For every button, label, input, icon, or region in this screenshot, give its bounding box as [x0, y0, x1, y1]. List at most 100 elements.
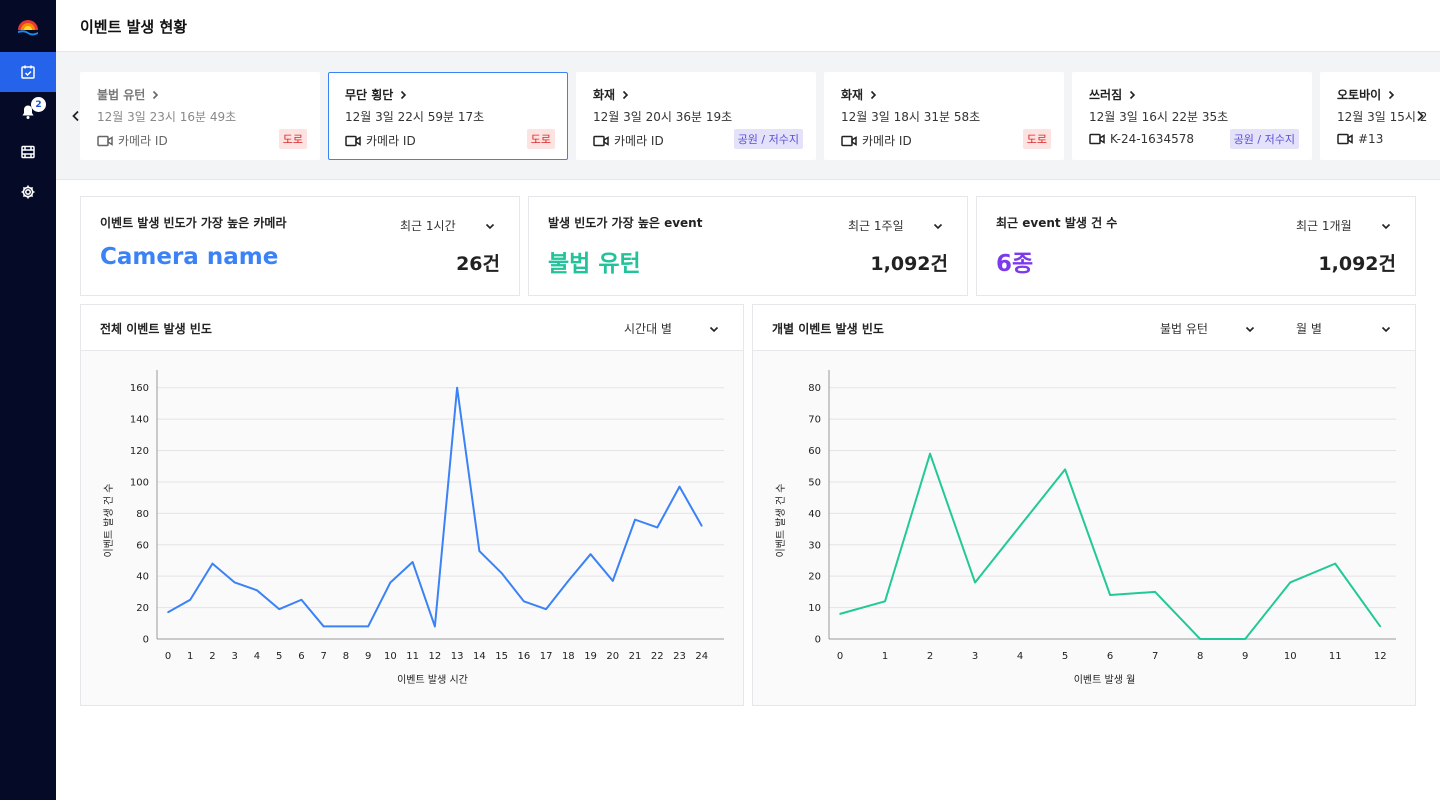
stat-highlight-value: 6종: [996, 251, 1034, 277]
time-range-dropdown[interactable]: 시간대 별: [624, 320, 720, 337]
chevron-left-icon[interactable]: [68, 108, 84, 124]
event-time: 12월 3일 16시 22분 35초: [1089, 110, 1229, 124]
event-type-label: 무단 횡단: [345, 88, 394, 102]
x-tick-label: 15: [495, 651, 508, 662]
location-tag: 도로: [526, 129, 555, 149]
event-card[interactable]: 화재 12월 3일 18시 31분 58초 카메라 ID 도로: [824, 72, 1064, 160]
chevron-right-icon[interactable]: [1412, 108, 1428, 124]
period-dropdown[interactable]: 월 별: [1296, 320, 1392, 337]
data-point: [233, 581, 236, 584]
x-tick-label: 18: [562, 651, 575, 662]
location-tag: 도로: [1022, 129, 1051, 149]
x-tick-label: 0: [837, 651, 843, 662]
x-tick-label: 1: [187, 651, 193, 662]
camera-id: 카메라 ID: [862, 134, 912, 148]
period-dropdown[interactable]: 최근 1시간: [400, 217, 496, 234]
stat-title: 최근 event 발생 건 수: [996, 216, 1118, 230]
data-point: [523, 600, 525, 603]
x-tick-label: 5: [276, 651, 282, 662]
chevron-down-icon: [485, 223, 495, 229]
x-tick-label: 6: [1107, 651, 1113, 662]
x-tick-label: 5: [1062, 651, 1068, 662]
y-tick-label: 0: [815, 635, 821, 646]
event-time: 12월 3일 23시 16분 49초: [97, 110, 237, 124]
y-tick-label: 100: [130, 477, 149, 488]
x-tick-label: 2: [209, 651, 215, 662]
x-tick-label: 17: [540, 651, 553, 662]
event-type-dropdown[interactable]: 불법 유턴: [1160, 320, 1256, 337]
nav-video-button[interactable]: [0, 132, 56, 172]
event-type[interactable]: 쓰러짐: [1089, 86, 1138, 103]
x-tick-label: 9: [1242, 651, 1248, 662]
x-tick-label: 20: [606, 651, 619, 662]
chevron-down-icon: [1381, 223, 1391, 229]
data-point: [929, 452, 931, 455]
x-tick-label: 8: [343, 651, 349, 662]
y-axis-label: 이벤트 발생 건 수: [103, 484, 115, 558]
nav-settings-button[interactable]: [0, 172, 56, 212]
data-point: [545, 608, 547, 610]
y-tick-label: 0: [143, 635, 149, 646]
event-type[interactable]: 오토바이: [1337, 86, 1397, 103]
data-point: [1154, 591, 1156, 593]
y-tick-label: 50: [808, 477, 821, 488]
x-tick-label: 4: [254, 651, 260, 662]
chevron-right-icon: [871, 90, 877, 99]
event-camera: K-24-1634578: [1089, 132, 1194, 146]
data-point: [1334, 562, 1337, 565]
x-tick-label: 16: [517, 651, 530, 662]
data-point: [589, 553, 592, 555]
event-type[interactable]: 화재: [593, 86, 631, 103]
camera-id: 카메라 ID: [118, 134, 168, 148]
event-camera: 카메라 ID: [97, 132, 168, 149]
x-tick-label: 1: [882, 651, 888, 662]
event-type[interactable]: 불법 유턴: [97, 86, 161, 103]
event-card[interactable]: 오토바이 12월 3일 15시 2 #13: [1320, 72, 1440, 160]
nav-notifications-button[interactable]: [0, 92, 56, 132]
series-line: [167, 386, 703, 628]
period-dropdown[interactable]: 최근 1주일: [848, 217, 944, 234]
data-point: [839, 613, 841, 615]
event-card[interactable]: 쓰러짐 12월 3일 16시 22분 35초 K-24-1634578 공원 / 저수…: [1072, 72, 1312, 160]
video-camera-icon: [1089, 133, 1105, 145]
stat-count: 1,092건: [1318, 253, 1396, 275]
total-frequency-panel: 전체 이벤트 발생 빈도 시간대 별 0 20 40 60 80 100 120 140 160…: [80, 304, 744, 706]
nav-dashboard-button[interactable]: [0, 52, 56, 92]
dropdown-value: 최근 1시간: [400, 219, 456, 233]
chevron-down-icon: [1245, 326, 1255, 332]
x-tick-label: 0: [165, 651, 171, 662]
event-type[interactable]: 화재: [841, 86, 879, 103]
event-time: 12월 3일 22시 59분 17초: [345, 110, 485, 124]
x-tick-label: 21: [629, 651, 642, 662]
data-point: [456, 386, 458, 389]
event-card[interactable]: 화재 12월 3일 20시 36분 19초 카메라 ID 공원 / 저수지: [576, 72, 816, 160]
chevron-right-icon: [1130, 90, 1136, 99]
data-point: [1244, 638, 1246, 640]
event-type-label: 화재: [593, 88, 616, 102]
data-point: [1109, 594, 1111, 596]
bell-icon: [22, 105, 34, 119]
chevron-right-icon: [1389, 90, 1395, 99]
x-tick-label: 7: [1152, 651, 1158, 662]
event-card[interactable]: 불법 유턴 12월 3일 23시 16분 49초 카메라 ID 도로: [80, 72, 320, 160]
chart-header: 개별 이벤트 발생 빈도 불법 유턴 월 별: [753, 305, 1415, 351]
data-point: [167, 611, 169, 614]
event-camera: #13: [1337, 132, 1383, 146]
event-type[interactable]: 무단 횡단: [345, 86, 409, 103]
y-tick-label: 30: [808, 540, 821, 551]
y-tick-label: 10: [808, 603, 821, 614]
individual-frequency-panel: 개별 이벤트 발생 빈도 불법 유턴 월 별 0 10 20 30 40 50 60 70 80…: [752, 304, 1416, 706]
event-type-label: 불법 유턴: [97, 88, 146, 102]
x-tick-label: 12: [1374, 651, 1387, 662]
y-tick-label: 140: [130, 415, 149, 426]
data-point: [884, 600, 886, 603]
data-point: [211, 562, 214, 565]
camera-id: 카메라 ID: [366, 134, 416, 148]
video-camera-icon: [1337, 133, 1353, 145]
event-type-label: 화재: [841, 88, 864, 102]
data-point: [678, 485, 681, 488]
period-dropdown[interactable]: 최근 1개월: [1296, 217, 1392, 234]
